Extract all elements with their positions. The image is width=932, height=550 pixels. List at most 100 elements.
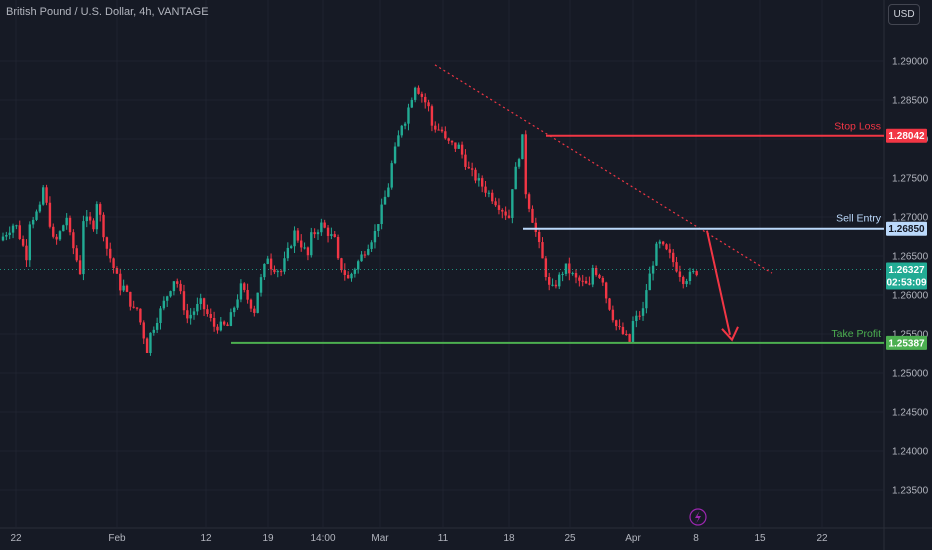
projection-arrow-line [706,230,731,336]
bar-countdown: 02:53:09 [886,277,926,288]
candle-body [243,283,246,290]
candle-body [8,232,11,235]
candle-body [588,283,591,285]
candle-body [464,154,467,167]
candle-body [336,236,340,259]
time-tick-label: 25 [564,533,576,544]
candle-body [651,265,655,274]
candle-body [678,271,682,277]
candle-body [209,313,212,319]
candle-body [377,224,380,232]
time-tick-label: 8 [693,533,699,544]
candle-body [491,192,494,202]
candle-body [688,271,692,282]
candle-body [65,217,68,226]
candle-body [484,186,487,193]
candle-body [598,274,601,278]
candle-body [467,166,470,169]
time-tick-label: Apr [625,533,641,544]
candle-body [263,263,266,278]
currency-button[interactable]: USD [888,4,920,25]
candle-body [276,271,279,273]
candle-body [393,146,397,164]
price-tick-label: 1.26500 [892,252,929,263]
candle-body [487,192,491,194]
candle-body [300,240,303,248]
candle-body [179,283,182,292]
candle-body [5,234,8,237]
candle-body [68,217,72,233]
candle-body [447,138,450,141]
candle-body [611,309,615,321]
candle-body [246,289,249,300]
candle-body [350,273,353,279]
candle-body [21,238,25,246]
candle-body [75,248,78,261]
candle-body [554,284,558,287]
candle-body [434,125,437,130]
price-tick-label: 1.24500 [892,408,929,419]
candle-body [685,281,688,285]
candle-body [169,291,172,297]
candles [1,85,698,356]
candle-body [122,285,125,291]
candle-body [266,258,269,264]
candle-body [42,187,45,205]
candle-body [504,211,507,216]
candle-body [45,187,48,203]
candle-body [256,292,259,313]
candle-body [229,312,233,326]
candle-body [172,281,176,292]
candle-body [363,254,367,256]
candle-body [621,326,625,334]
candle-body [470,168,474,170]
time-tick-label: 12 [200,533,212,544]
candle-body [477,178,481,181]
candle-body [413,87,417,100]
time-tick-label: 14:00 [310,533,335,544]
time-tick-label: 19 [262,533,274,544]
candle-body [196,304,199,312]
candle-body [320,222,323,233]
candle-body [440,129,444,132]
price-tick-label: 1.25000 [892,369,929,380]
candle-body [85,216,88,222]
candle-body [645,290,648,309]
candle-body [293,230,296,247]
candle-body [514,166,517,190]
sell-entry-price-badge: 1.26850 [886,221,927,236]
candle-body [511,189,514,218]
candle-body [199,298,202,305]
candle-body [149,332,152,354]
candle-body [296,230,300,241]
candle-body [142,322,145,339]
candle-body [115,267,119,274]
candle-body [330,234,333,236]
svg-text:1.25387: 1.25387 [888,338,925,349]
lightning-icon[interactable] [689,508,707,526]
svg-text:1.28042: 1.28042 [888,131,925,142]
candle-body [604,282,608,299]
candle-body [454,142,457,149]
candle-body [658,241,661,244]
candle-body [608,298,611,310]
candle-body [132,306,135,308]
time-tick-label: Feb [108,533,126,544]
candle-body [635,315,638,322]
time-axis[interactable]: 22 Feb 12 19 14:00 Mar 11 18 25 Apr 8 15 22 [10,533,828,544]
candle-body [233,307,236,313]
candle-body [534,222,538,233]
candle-body [480,178,484,187]
candle-body [303,247,306,249]
candle-body [333,234,336,237]
candle-body [631,321,635,342]
candle-body [52,226,55,237]
candle-body [591,267,594,285]
candle-body [638,315,641,317]
candle-body [310,232,313,256]
candle-body [15,225,18,227]
candle-body [618,326,621,328]
candle-body [373,231,377,243]
candle-body [273,269,276,273]
